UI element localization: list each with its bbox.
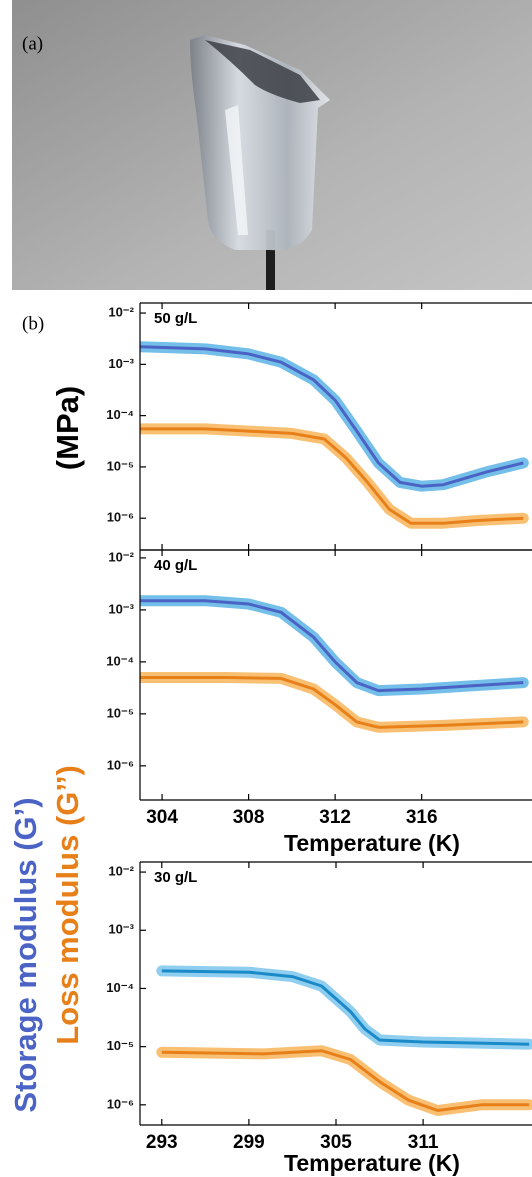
plot-area [140,341,529,529]
x-tick-label: 312 [319,807,351,828]
panel-label: (b) [22,313,44,334]
y-tick-label: 10⁻² [108,304,134,319]
y-tick-label: 10⁻⁶ [107,510,134,525]
panel-label: (a) [22,33,43,54]
gel-highlight [225,105,248,235]
series-line [140,345,524,488]
y-tick-label: 10⁻⁶ [107,1096,134,1111]
panel-title: 30 g/L [154,869,197,886]
plot-area [140,595,529,733]
series-line [161,1049,530,1112]
plot-area [156,965,532,1116]
panel: 10⁻² 10⁻³ 10⁻⁴ 10⁻⁵ 10⁻⁶ 50 g/L [106,302,532,551]
x-axis-label: Temperature (K) [284,1150,460,1176]
series-line [140,427,524,525]
series-line [140,599,524,693]
x-tick-label: 311 [408,1132,439,1153]
x-tick-label: 316 [406,807,438,828]
series-line [161,969,530,1046]
x-tick-label: 305 [320,1132,352,1153]
gel-top [205,40,320,103]
x-tick-label: 304 [146,807,178,828]
y-tick-label: 10⁻⁶ [107,757,134,772]
series-band [156,1045,532,1116]
needle [266,230,275,290]
x-tick-label: 299 [233,1132,265,1153]
panel-title: 50 g/L [154,310,197,327]
y-tick-label: 10⁻⁵ [107,1038,134,1053]
y-axis-unit: (MPa) [50,386,85,470]
y-tick-label: 10⁻³ [108,356,134,371]
y-tick-label: 10⁻³ [108,922,134,937]
series-band [140,341,529,492]
y-tick-label: 10⁻³ [108,601,134,616]
panel: 10⁻² 10⁻³ 10⁻⁴ 10⁻⁵ 10⁻⁶ 304 308 312 316 40 g/L Te… [106,549,532,856]
panel-title: 40 g/L [154,557,197,574]
x-axis-label: Temperature (K) [284,830,460,856]
y-tick-label: 10⁻⁴ [106,980,134,995]
y-tick-label: 10⁻⁵ [107,458,134,473]
y-tick-label: 10⁻² [108,864,134,879]
y-tick-label: 10⁻⁵ [107,705,134,720]
y-axis-label: Storage modulus (G’) [8,797,43,1112]
series-line [140,676,524,729]
y-tick-label: 10⁻⁴ [106,653,134,668]
x-tick-label: 293 [146,1132,178,1153]
y-axis-label: Loss modulus (G’’) [50,765,85,1045]
panel: 10⁻² 10⁻³ 10⁻⁴ 10⁻⁵ 10⁻⁶ 293 299 305 311 30 g/L Te… [106,861,532,1176]
y-tick-label: 10⁻⁴ [106,407,134,422]
photo: (a) [12,0,532,290]
y-tick-label: 10⁻² [108,549,134,564]
x-tick-label: 308 [233,807,265,828]
